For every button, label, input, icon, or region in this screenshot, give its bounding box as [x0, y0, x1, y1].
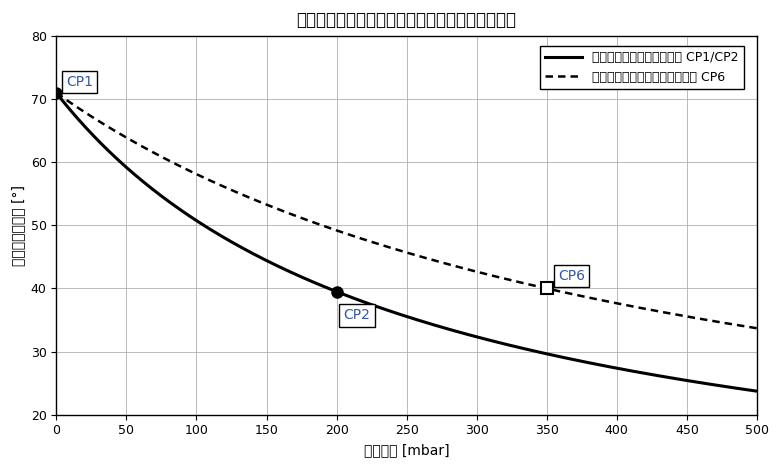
- プロセス校正の位相測定カーブ CP6: [752, 325, 761, 331]
- プロセス校正の位相測定カーブ CP6: [598, 298, 608, 303]
- プロセス校正の位相測定カーブ CP6: [335, 229, 344, 234]
- 標準校正の位相測定カーブ CP1/CP2: [123, 166, 133, 171]
- Line: 標準校正の位相測定カーブ CP1/CP2: 標準校正の位相測定カーブ CP1/CP2: [56, 93, 757, 391]
- Text: CP2: CP2: [343, 308, 370, 322]
- プロセス校正の位相測定カーブ CP6: [360, 237, 370, 242]
- プロセス校正の位相測定カーブ CP6: [611, 300, 620, 306]
- 標準校正の位相測定カーブ CP1/CP2: [533, 349, 542, 355]
- Title: 標準校正の位相測定カーブとプロセス校正の作用: 標準校正の位相測定カーブとプロセス校正の作用: [296, 11, 516, 29]
- プロセス校正の位相測定カーブ CP6: [533, 284, 542, 289]
- Text: CP6: CP6: [558, 269, 585, 283]
- 標準校正の位相測定カーブ CP1/CP2: [598, 363, 608, 368]
- 標準校正の位相測定カーブ CP1/CP2: [51, 90, 61, 96]
- 標準校正の位相測定カーブ CP1/CP2: [611, 365, 620, 371]
- Line: プロセス校正の位相測定カーブ CP6: プロセス校正の位相測定カーブ CP6: [56, 93, 757, 328]
- 標準校正の位相測定カーブ CP1/CP2: [335, 290, 344, 296]
- Y-axis label: 発光位相シフト [°]: 発光位相シフト [°]: [11, 185, 25, 266]
- X-axis label: 酸素分圧 [mbar]: 酸素分圧 [mbar]: [363, 443, 449, 457]
- 標準校正の位相測定カーブ CP1/CP2: [752, 388, 761, 394]
- プロセス校正の位相測定カーブ CP6: [51, 90, 61, 96]
- プロセス校正の位相測定カーブ CP6: [123, 136, 133, 141]
- 標準校正の位相測定カーブ CP1/CP2: [360, 300, 370, 305]
- Legend: 標準校正の位相測定カーブ CP1/CP2, プロセス校正の位相測定カーブ CP6: 標準校正の位相測定カーブ CP1/CP2, プロセス校正の位相測定カーブ CP6: [540, 46, 743, 88]
- Text: CP1: CP1: [66, 75, 93, 89]
